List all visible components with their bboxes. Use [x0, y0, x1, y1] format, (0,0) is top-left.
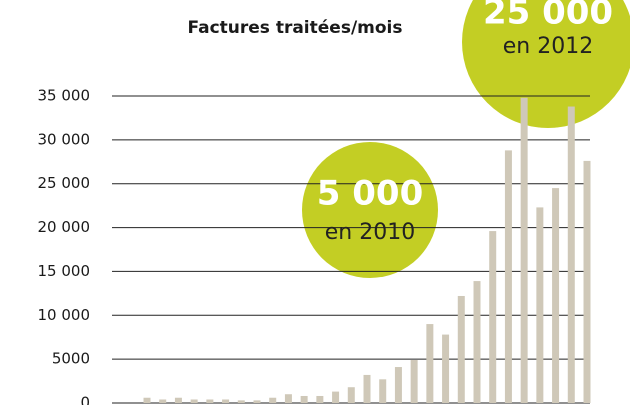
y-tick-label: 0: [80, 394, 90, 405]
bar: [159, 399, 167, 403]
bar: [190, 399, 198, 403]
bar: [379, 379, 387, 403]
bar: [426, 324, 434, 403]
bar: [552, 188, 560, 403]
bar: [253, 400, 261, 403]
annotation-value: 25 000: [483, 0, 613, 33]
y-tick-label: 20 000: [38, 218, 91, 236]
bar: [473, 281, 481, 403]
bar: [222, 399, 230, 403]
bar: [410, 360, 418, 403]
bar: [489, 231, 497, 403]
bar: [394, 367, 402, 403]
bar: [442, 334, 450, 403]
bar: [143, 397, 151, 403]
bar: [332, 391, 340, 403]
y-tick-label: 35 000: [38, 87, 91, 105]
bar: [174, 397, 182, 403]
bubble: [302, 142, 438, 278]
bar: [363, 374, 371, 403]
bar: [284, 394, 292, 403]
y-tick-label: 10 000: [38, 306, 91, 324]
y-tick-label: 5000: [52, 350, 90, 368]
bar: [316, 395, 324, 403]
bar: [504, 150, 512, 403]
bar: [300, 395, 308, 403]
bar: [206, 399, 214, 403]
bar: [457, 295, 465, 403]
y-tick-label: 30 000: [38, 130, 91, 148]
annotation-text: en 2012: [503, 34, 593, 59]
bar: [583, 160, 591, 403]
y-tick-label: 25 000: [38, 174, 91, 192]
bar: [269, 397, 277, 403]
bar: [520, 97, 528, 404]
annotation-text: en 2010: [325, 220, 415, 245]
bar: [347, 387, 355, 403]
bar: [237, 400, 245, 403]
bar: [567, 106, 575, 404]
y-tick-label: 15 000: [38, 262, 91, 280]
bar: [536, 207, 544, 403]
annotation-value: 5 000: [317, 174, 423, 214]
chart-title: Factures traitées/mois: [187, 18, 402, 38]
